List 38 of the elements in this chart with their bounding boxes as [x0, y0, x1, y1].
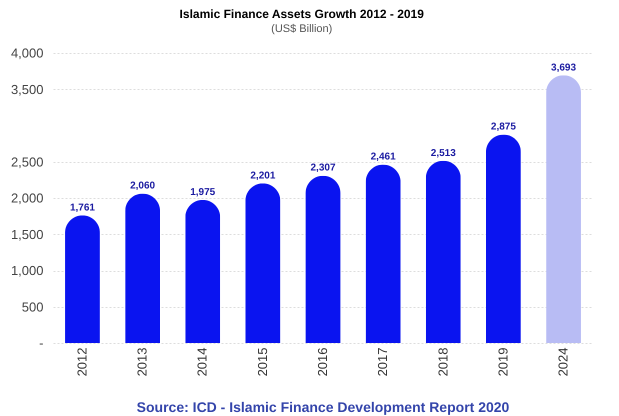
y-tick-label: 2,000	[10, 190, 44, 206]
x-tick-label: 2012	[74, 348, 90, 376]
y-tick-label: 1,000	[10, 263, 44, 278]
data-label: 1,975	[190, 186, 216, 198]
x-tick-label: 2019	[495, 348, 510, 376]
x-tick-label: 2013	[134, 348, 150, 376]
bar	[245, 183, 280, 343]
bar	[546, 75, 581, 343]
data-label: 2,461	[370, 152, 396, 163]
bar	[306, 176, 340, 343]
bar	[366, 164, 401, 343]
bar	[65, 215, 100, 343]
bar	[426, 160, 461, 343]
x-tick-label: 2017	[375, 348, 390, 376]
data-label: 2,307	[310, 162, 336, 174]
x-tick-label: 2016	[315, 348, 330, 376]
source-note: Source: ICD - Islamic Finance Development Report 2020	[136, 399, 510, 415]
y-tick-label: 3,500	[10, 82, 44, 97]
data-label: 2,201	[250, 170, 276, 182]
data-label: 2,875	[490, 122, 516, 133]
x-tick-label: 2015	[254, 348, 270, 376]
data-label: 2,513	[430, 148, 456, 159]
data-label: 3,693	[551, 62, 576, 74]
x-tick-label: 2018	[435, 348, 450, 376]
bar	[486, 134, 521, 343]
y-tick-label: 4,000	[10, 46, 44, 60]
bar	[185, 200, 220, 343]
y-tick-label: 1,500	[10, 226, 44, 242]
bar	[125, 194, 160, 343]
y-tick-label: 500	[22, 299, 44, 314]
x-tick-label: 2024	[556, 348, 571, 376]
chart-subtitle: (US$ Billion)	[271, 23, 332, 35]
data-label: 2,060	[130, 180, 156, 192]
x-tick-label: 2014	[194, 348, 210, 376]
data-label: 1,761	[70, 202, 96, 214]
chart-title: Islamic Finance Assets Growth 2012 - 2019	[180, 7, 424, 21]
y-tick-label: -	[39, 336, 44, 350]
y-tick-label: 2,500	[10, 154, 44, 170]
